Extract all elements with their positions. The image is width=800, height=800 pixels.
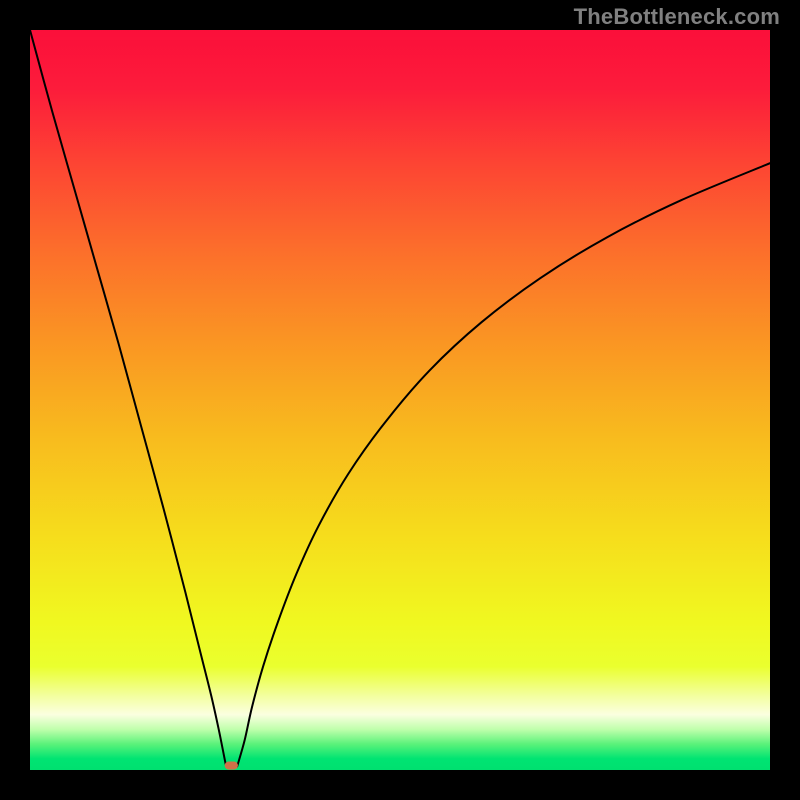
minimum-marker (225, 761, 238, 769)
watermark-text: TheBottleneck.com (574, 4, 780, 30)
chart-container: TheBottleneck.com (0, 0, 800, 800)
bottleneck-curve-chart (0, 0, 800, 800)
plot-area (30, 30, 770, 770)
